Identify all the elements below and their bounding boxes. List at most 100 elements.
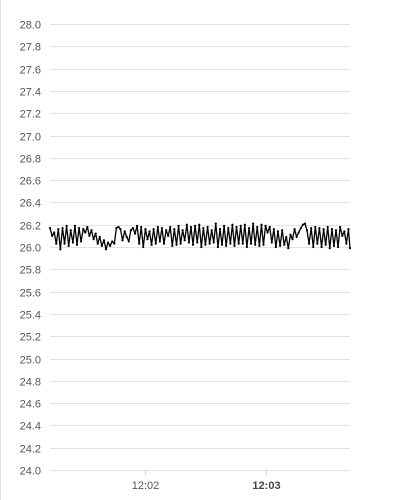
series-layer — [49, 222, 351, 250]
data-point — [293, 228, 295, 230]
data-point — [302, 224, 304, 226]
data-point — [99, 236, 101, 238]
y-tick-label: 25.4 — [20, 310, 41, 322]
data-point — [157, 226, 159, 228]
y-tick-label: 25.0 — [20, 355, 41, 367]
data-point — [318, 227, 320, 229]
data-point — [128, 240, 130, 242]
data-point — [80, 240, 82, 242]
data-point — [167, 235, 169, 237]
data-point — [88, 235, 90, 237]
data-point — [206, 226, 208, 228]
data-point — [76, 244, 78, 246]
data-point — [310, 227, 312, 229]
y-tick-label: 25.6 — [20, 288, 41, 300]
data-point — [115, 227, 117, 229]
data-point — [335, 229, 337, 231]
y-tick-label: 25.2 — [20, 332, 41, 344]
data-point — [211, 229, 213, 231]
data-point — [74, 225, 76, 227]
data-point — [61, 227, 63, 229]
data-point — [202, 227, 204, 229]
data-point — [184, 239, 186, 241]
data-point — [51, 235, 53, 237]
data-point — [150, 244, 152, 246]
data-point — [296, 236, 298, 238]
y-tick-label: 26.6 — [20, 176, 41, 188]
data-point — [165, 229, 167, 231]
data-point — [194, 225, 196, 227]
data-point — [283, 244, 285, 246]
data-point — [341, 235, 343, 237]
data-point — [316, 243, 318, 245]
data-point — [142, 246, 144, 248]
data-point — [84, 231, 86, 233]
data-point — [238, 243, 240, 245]
data-point — [182, 229, 184, 231]
data-point — [66, 225, 68, 227]
data-point — [136, 225, 138, 227]
data-point — [331, 228, 333, 230]
data-point — [78, 227, 80, 229]
data-point — [339, 226, 341, 228]
data-point — [146, 238, 148, 240]
data-point — [209, 243, 211, 245]
data-point — [188, 241, 190, 243]
data-point — [55, 243, 57, 245]
data-point — [266, 231, 268, 233]
data-point — [126, 236, 128, 238]
data-point — [260, 224, 262, 226]
x-axis-ticks: 12:02 12:03 — [132, 470, 281, 492]
data-point — [103, 239, 105, 241]
data-point — [148, 230, 150, 232]
y-tick-label: 28.0 — [20, 20, 41, 32]
data-point — [254, 244, 256, 246]
data-point — [242, 243, 244, 245]
data-point — [256, 226, 258, 228]
data-point — [130, 229, 132, 231]
data-point — [279, 245, 281, 247]
data-point — [111, 240, 113, 242]
data-point — [213, 241, 215, 243]
data-point — [306, 229, 308, 231]
y-tick-label: 24.8 — [20, 377, 41, 389]
data-point — [198, 224, 200, 226]
data-point — [240, 225, 242, 227]
data-point — [287, 247, 289, 249]
data-point — [90, 229, 92, 231]
y-tick-label: 24.6 — [20, 399, 41, 411]
data-point — [59, 248, 61, 250]
data-point — [175, 244, 177, 246]
y-tick-label: 27.0 — [20, 132, 41, 144]
data-point — [169, 226, 171, 228]
data-point — [271, 241, 273, 243]
y-tick-label: 24.0 — [20, 466, 41, 478]
data-point — [281, 229, 283, 231]
data-point — [345, 243, 347, 245]
y-tick-label: 26.4 — [20, 198, 41, 210]
data-point — [113, 243, 115, 245]
data-point — [155, 243, 157, 245]
x-tick-label: 12:03 — [252, 480, 280, 492]
data-point — [217, 246, 219, 248]
y-axis-ticks: 24.0 24.2 24.4 24.6 24.8 25.0 25.2 25.4 25.6 25.8… — [20, 20, 41, 478]
data-point — [262, 244, 264, 246]
y-tick-label: 27.2 — [20, 109, 41, 121]
data-point — [252, 222, 254, 224]
data-point — [264, 225, 266, 227]
data-point — [349, 247, 351, 249]
data-point — [72, 241, 74, 243]
data-point — [225, 245, 227, 247]
data-point — [119, 228, 121, 230]
data-point — [229, 243, 231, 245]
data-point — [298, 231, 300, 233]
data-point — [97, 243, 99, 245]
grid-layer — [50, 25, 350, 471]
data-point — [289, 234, 291, 236]
data-point — [333, 245, 335, 247]
data-point — [86, 226, 88, 228]
data-point — [68, 245, 70, 247]
y-tick-label: 27.8 — [20, 42, 41, 54]
data-point — [291, 238, 293, 240]
data-point — [95, 233, 97, 235]
